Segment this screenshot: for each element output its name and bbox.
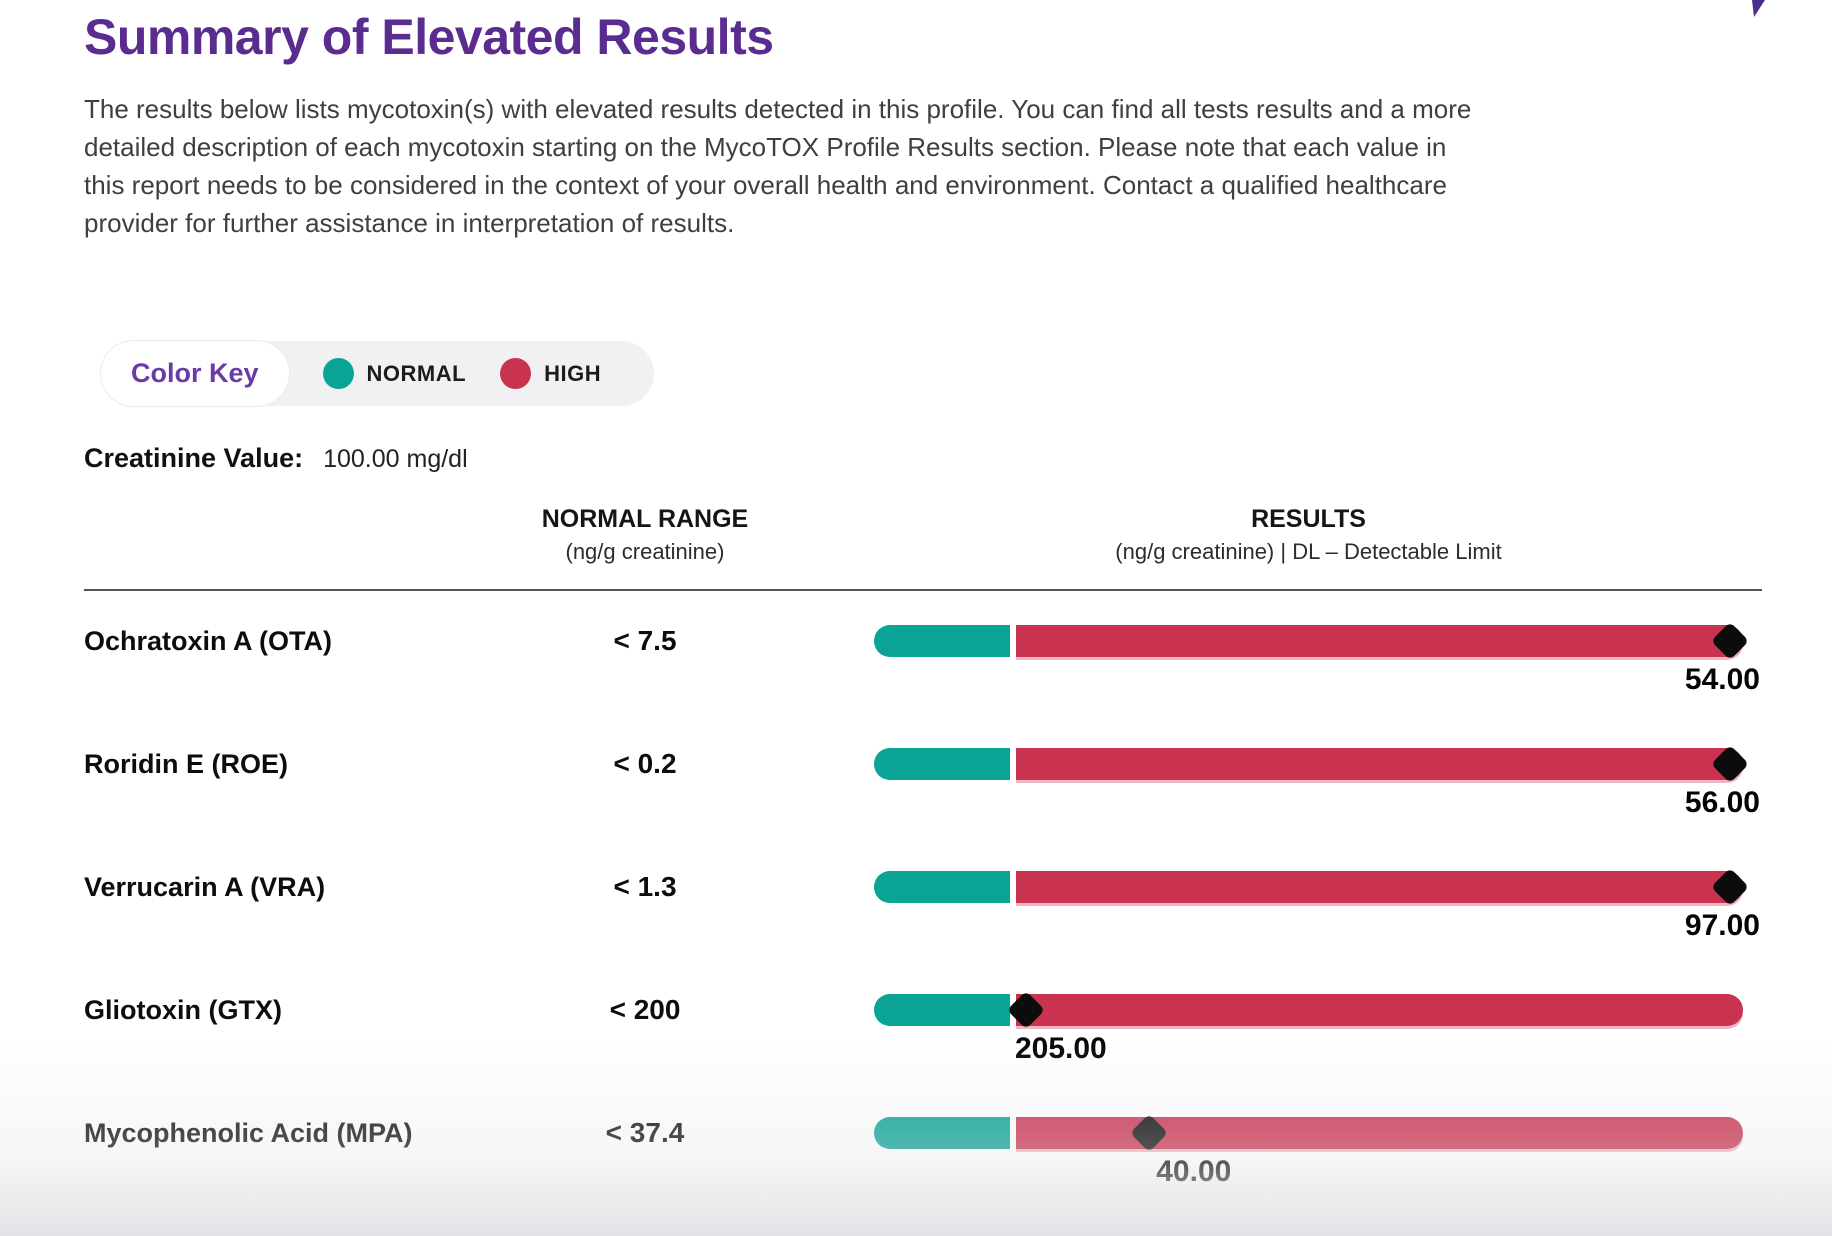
results-header-title: RESULTS (1251, 505, 1366, 533)
normal-range-value: < 7.5 (613, 625, 677, 656)
intro-paragraph: The results below lists mycotoxin(s) wit… (84, 94, 1472, 238)
normal-range-value: < 0.2 (613, 748, 677, 779)
table-row: Verrucarin A (VRA) < 1.3 97.00 (0, 867, 1832, 942)
normal-range-header: NORMAL RANGE (ng/g creatinine) (490, 505, 800, 565)
table-row: Mycophenolic Acid (MPA) < 37.4 40.00 (0, 1113, 1832, 1188)
color-key-label-pill: Color Key (101, 341, 289, 406)
high-segment (1016, 625, 1743, 657)
result-value: 56.00 (1684, 786, 1760, 819)
mycotoxin-name: Gliotoxin (GTX) (84, 995, 282, 1025)
normal-range-header-title: NORMAL RANGE (541, 505, 749, 533)
normal-dot-icon (322, 358, 354, 389)
result-value: 97.00 (1684, 909, 1760, 942)
normal-range-value: < 37.4 (605, 1117, 685, 1148)
mycotoxin-name: Ochratoxin A (OTA) (84, 626, 332, 656)
result-bar (874, 621, 1750, 661)
high-segment (1016, 871, 1743, 903)
table-row: Gliotoxin (GTX) < 200 205.00 (0, 990, 1832, 1065)
color-key-item-high: HIGH (500, 358, 601, 389)
creatinine-row: Creatinine Value: 100.00 mg/dl (84, 443, 468, 474)
creatinine-value: 100.00 mg/dl (323, 445, 468, 473)
color-key-item-normal: NORMAL (322, 358, 467, 389)
results-header: RESULTS (ng/g creatinine) | DL – Detecta… (874, 505, 1743, 565)
purple-ribbon-icon (1752, 0, 1765, 17)
table-row: Ochratoxin A (OTA) < 7.5 54.00 (0, 621, 1832, 696)
normal-segment (874, 1117, 1010, 1149)
normal-range-header-subtitle: (ng/g creatinine) (565, 539, 725, 564)
result-bar (874, 867, 1750, 907)
results-header-subtitle: (ng/g creatinine) | DL – Detectable Limi… (1115, 539, 1502, 564)
normal-segment (874, 871, 1010, 903)
result-bar (874, 744, 1750, 784)
normal-key-label: NORMAL (366, 360, 467, 386)
table-row: Roridin E (ROE) < 0.2 56.00 (0, 744, 1832, 819)
normal-range-value: < 200 (609, 994, 681, 1025)
result-value: 40.00 (1156, 1155, 1232, 1188)
mycotoxin-name: Verrucarin A (VRA) (84, 872, 326, 902)
high-segment (1016, 748, 1743, 780)
result-value: 205.00 (1014, 1032, 1107, 1065)
page-title: Summary of Elevated Results (84, 9, 774, 65)
normal-range-value: < 1.3 (613, 871, 677, 902)
high-segment (1016, 994, 1743, 1026)
mycotoxin-name: Roridin E (ROE) (84, 749, 288, 779)
result-bar (874, 990, 1743, 1030)
mycotoxin-name: Mycophenolic Acid (MPA) (84, 1118, 413, 1148)
color-key-label: Color Key (131, 358, 259, 388)
result-bar (874, 1113, 1743, 1153)
result-value: 54.00 (1684, 663, 1760, 696)
header-divider (84, 589, 1762, 591)
normal-segment (874, 625, 1010, 657)
creatinine-label: Creatinine Value: (84, 443, 304, 473)
high-dot-icon (500, 358, 532, 389)
normal-segment (874, 748, 1010, 780)
normal-segment (874, 994, 1010, 1026)
high-key-label: HIGH (544, 360, 602, 386)
color-key: Color Key NORMAL HIGH (101, 341, 654, 406)
high-segment (1016, 1117, 1743, 1149)
